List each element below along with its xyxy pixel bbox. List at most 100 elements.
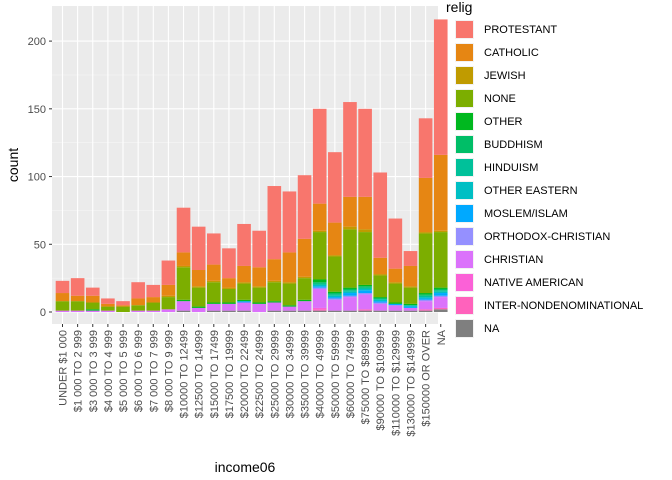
bar-segment [418,309,433,311]
bar-segment [433,19,448,155]
bar-segment [433,287,448,289]
legend-swatch [456,113,473,130]
bar-segment [328,294,342,296]
bar-segment [373,299,388,302]
bar-segment [282,282,297,284]
bar-segment [282,283,297,306]
bar-segment [237,302,251,311]
bar-segment [116,301,130,306]
bar-segment [418,299,433,302]
bar-segment [343,295,357,298]
bar-segment [358,284,372,287]
bar-segment [358,310,372,312]
bar-segment [312,286,327,288]
legend-label: BUDDHISM [484,139,543,151]
bar-segment [191,270,206,287]
bar-segment [312,310,327,312]
bar-segment [297,310,312,312]
bar-segment [433,290,448,292]
bar-segment [403,310,418,312]
bar-segment [297,175,312,239]
bar-segment [403,303,418,306]
x-axis-title: income06 [215,459,276,475]
bar-segment [418,295,433,298]
bar-segment [328,256,342,292]
x-tick-label: $130000 TO $149999 [405,330,417,437]
bar-segment [373,172,388,258]
bar-segment [433,295,448,298]
bar-segment [206,310,221,312]
x-tick-label: $25000 TO 29999 [269,330,281,418]
bar-segment [222,288,236,303]
bar-segment [343,196,357,227]
bar-segment [433,230,448,233]
bar-segment [267,280,282,283]
bar-segment [388,283,403,303]
bar-segment [358,287,372,289]
bar-segment [328,299,342,311]
bar-segment [433,288,448,291]
bar-segment [252,230,266,268]
bar-segment [433,291,448,294]
bar-segment [161,309,176,312]
x-tick-label: $30000 TO 34999 [284,330,296,418]
bar-segment [343,226,357,230]
bar-segment [116,306,130,312]
legend-swatch [456,182,473,199]
bar-segment [328,297,342,299]
bar-segment [85,310,100,312]
bar-segment [206,282,221,303]
bar-segment [358,108,372,197]
bar-segment [343,291,357,294]
bar-segment [373,310,388,312]
bar-segment [191,307,206,312]
bar-segment [191,226,206,271]
x-tick-label: $5 000 TO 5 999 [118,330,130,412]
x-tick-label: $35000 TO 39999 [300,330,312,418]
bar-segment [85,295,100,303]
bar-segment [358,293,372,295]
bar-segment [433,297,448,308]
bar-segment [161,295,176,298]
legend-label: CHRISTIAN [484,254,543,266]
bar-segment [418,293,433,295]
bar-segment [373,274,388,276]
bar-segment [433,309,448,312]
legend-swatch [456,228,473,245]
legend-label: PROTESTANT [484,24,557,36]
bar-segment [312,279,327,283]
bar-segment [373,302,388,304]
x-tick-label: $3 000 TO 3 999 [88,330,100,412]
bar-segment [176,299,191,302]
legend-label: INTER-NONDENOMINATIONAL [484,300,643,312]
bar-segment [343,297,357,311]
bar-segment [252,287,266,303]
bar-segment [267,301,282,303]
bar-segment [403,286,418,288]
bar-segment [101,303,115,307]
y-tick-label: 0 [40,307,46,319]
bar-segment [146,284,161,298]
bar-segment [358,294,372,310]
x-tick-label: $8 000 TO 9 999 [163,330,175,412]
bar-segment [101,298,115,304]
legend: relig PROTESTANT CATHOLIC JEWISH NONE OTHER B… [446,0,643,338]
bar-segment [297,299,312,302]
bars [55,19,448,312]
x-tick-label: $6 000 TO 6 999 [133,330,145,412]
y-axis: 0 50 100 150 200 [28,36,52,319]
legend-label: MOSLEM/ISLAM [484,208,568,220]
legend-swatch [456,136,473,153]
bar-segment [403,251,418,266]
x-tick-label: $1 000 TO 2 999 [73,330,85,412]
bar-segment [343,310,357,312]
bar-segment [328,293,342,295]
bar-segment [312,284,327,287]
bar-segment [433,307,448,310]
bar-segment [418,233,433,294]
bar-segment [282,310,297,312]
legend-label: NATIVE AMERICAN [484,277,583,289]
x-tick-label: NA [436,329,448,345]
bar-segment [191,306,206,308]
bar-segment [116,305,130,307]
